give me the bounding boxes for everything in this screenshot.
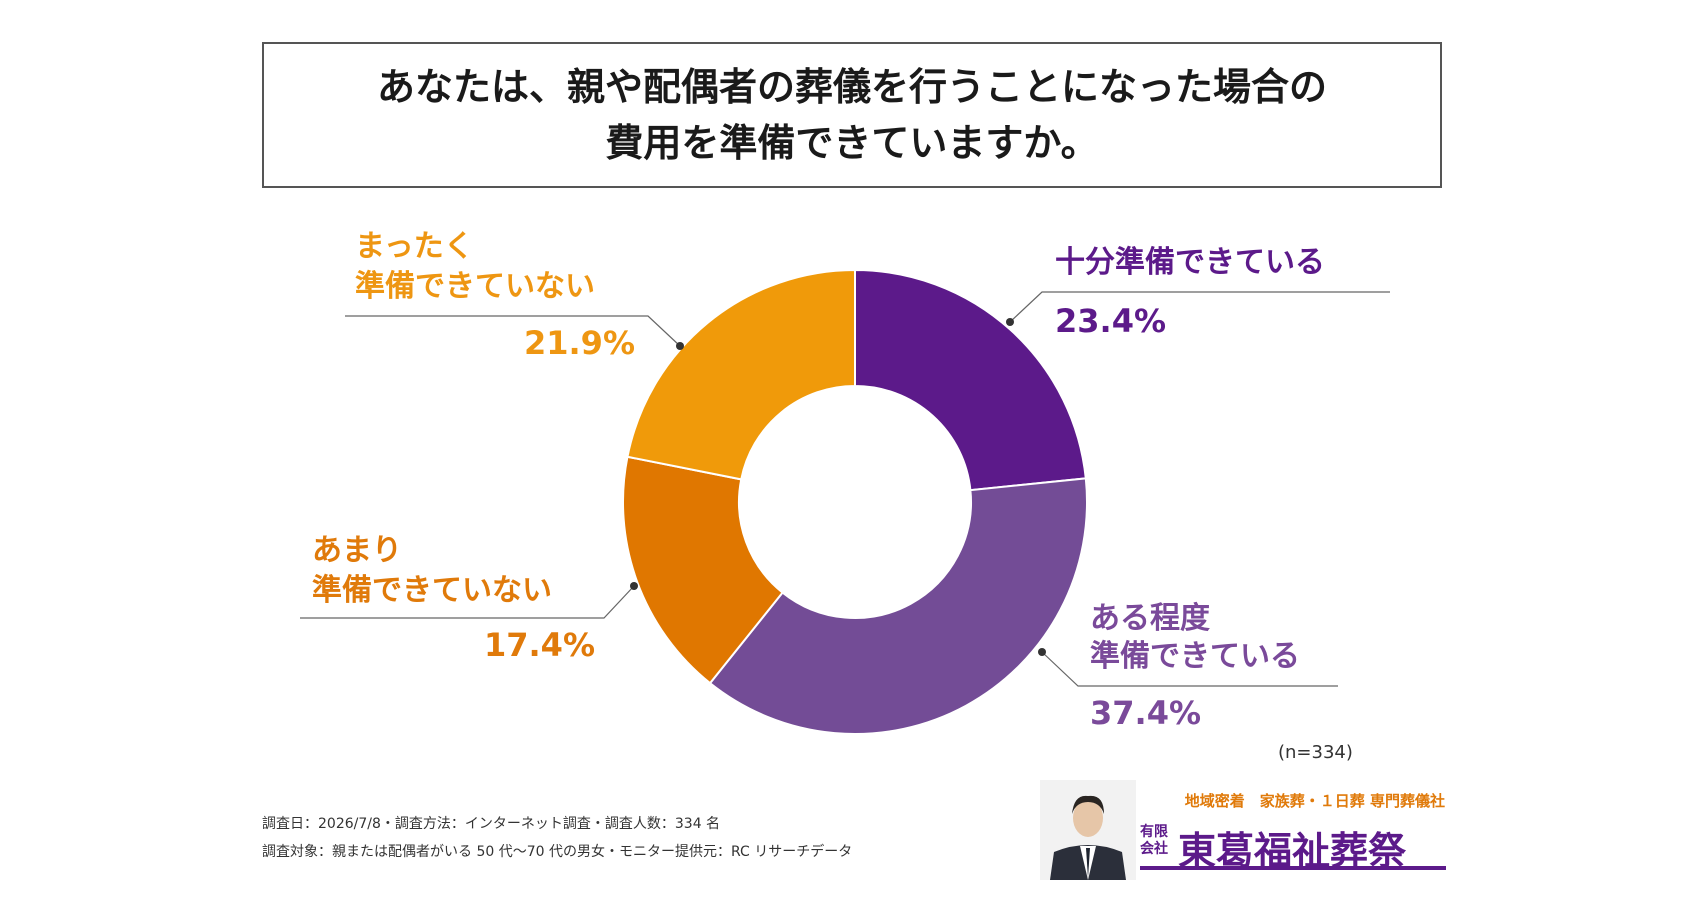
sample-size-label: (n=334) bbox=[1278, 742, 1353, 763]
leader-somewhat-dot bbox=[1038, 648, 1046, 656]
leader-somewhat-line bbox=[1041, 651, 1338, 687]
label-none-line1: まったく bbox=[355, 229, 474, 264]
brand-underline bbox=[1140, 866, 1446, 870]
company-tagline: 地域密着 家族葬・１日葬 専門葬儀社 bbox=[1184, 792, 1445, 810]
chart-title: あなたは、親や配偶者の葬儀を行うことになった場合の 費用を準備できていますか。 bbox=[262, 42, 1442, 188]
leader-little-line bbox=[300, 585, 635, 619]
slices-group bbox=[622, 268, 1088, 735]
label-little-line1: あまり bbox=[312, 533, 402, 568]
label-none-line2: 準備できていない bbox=[355, 269, 595, 304]
value-label-enough: 23.4% bbox=[1055, 302, 1167, 340]
leader-lines-group bbox=[300, 291, 1390, 687]
survey-notes: 調査日：2026/7/8・調査方法：インターネット調査・調査人数：334 名 調… bbox=[262, 810, 852, 866]
company-name: 東葛福祉葬祭 bbox=[1178, 829, 1407, 873]
leader-enough-dot bbox=[1006, 318, 1014, 326]
value-label-little: 17.4% bbox=[483, 626, 595, 664]
title-line-1: あなたは、親や配偶者の葬儀を行うことになった場合の bbox=[376, 65, 1327, 109]
staff-portrait-icon bbox=[1040, 780, 1136, 880]
value-label-none: 21.9% bbox=[523, 324, 635, 362]
label-somewhat-line2: 準備できている bbox=[1090, 639, 1300, 674]
leader-none-dot bbox=[676, 342, 684, 350]
slice-enough bbox=[854, 268, 1087, 492]
title-line-2: 費用を準備できていますか。 bbox=[605, 121, 1099, 165]
slice-none bbox=[626, 268, 856, 481]
company-type: 有限会社 bbox=[1140, 824, 1168, 857]
leader-enough-line bbox=[1009, 291, 1390, 323]
label-enough: 十分準備できている bbox=[1055, 245, 1325, 280]
label-little-line2: 準備できていない bbox=[312, 573, 552, 608]
company-brand: 地域密着 家族葬・１日葬 専門葬儀社 有限会社 東葛福祉葬祭 bbox=[1040, 780, 1450, 880]
label-somewhat-line1: ある程度 bbox=[1090, 601, 1210, 636]
leader-none-line bbox=[345, 315, 681, 347]
survey-notes-line-1: 調査日：2026/7/8・調査方法：インターネット調査・調査人数：334 名 bbox=[262, 816, 721, 832]
slice-somewhat bbox=[708, 477, 1088, 735]
survey-notes-line-2: 調査対象：親または配偶者がいる 50 代〜70 代の男女・モニター提供元：RC … bbox=[262, 844, 853, 860]
leader-little-dot bbox=[630, 582, 638, 590]
slice-little bbox=[622, 455, 784, 685]
value-label-somewhat: 37.4% bbox=[1090, 694, 1202, 732]
